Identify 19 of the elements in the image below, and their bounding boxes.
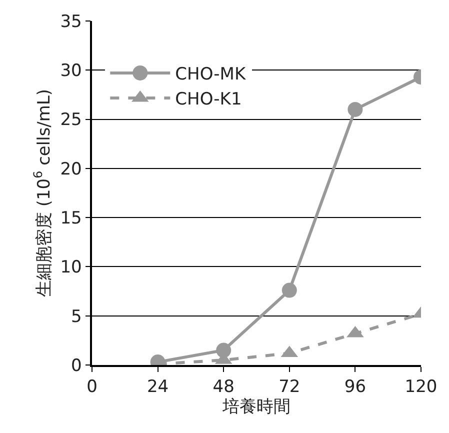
y-tick-label: 35 (60, 12, 82, 32)
y-tick-label: 25 (60, 110, 82, 130)
x-tick-label: 72 (278, 377, 300, 398)
x-axis-title: 培養時間 (222, 397, 290, 418)
x-tick-label: 120 (404, 377, 438, 398)
y-tick-label: 0 (71, 356, 82, 376)
y-tick-label: 20 (60, 159, 82, 180)
x-tick-label: 0 (86, 377, 98, 398)
legend-label: CHO-K1 (175, 90, 242, 110)
point (348, 102, 363, 117)
legend-label: CHO-MK (175, 64, 246, 85)
y-tick-label: 10 (60, 258, 82, 278)
point (282, 282, 297, 298)
y-tick-label: 5 (71, 306, 82, 327)
x-tick-label: 48 (212, 377, 234, 398)
y-tick-label: 15 (60, 208, 82, 229)
y-tick-label: 30 (60, 61, 82, 82)
x-tick-label: 96 (344, 377, 366, 398)
x-tick-label: 24 (146, 377, 169, 398)
